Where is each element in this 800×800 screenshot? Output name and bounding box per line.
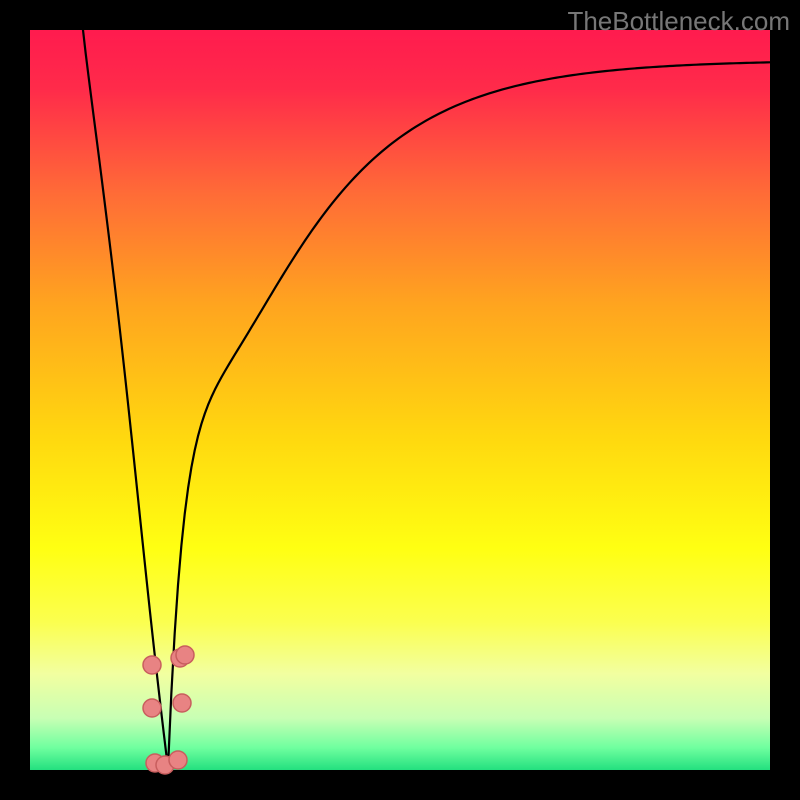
chart-svg <box>0 0 800 800</box>
data-marker <box>169 751 187 769</box>
data-marker <box>143 656 161 674</box>
bottleneck-chart: TheBottleneck.com <box>0 0 800 800</box>
data-marker <box>143 699 161 717</box>
data-marker <box>173 694 191 712</box>
watermark-text: TheBottleneck.com <box>567 6 790 37</box>
data-marker <box>176 646 194 664</box>
gradient-background <box>30 30 770 770</box>
